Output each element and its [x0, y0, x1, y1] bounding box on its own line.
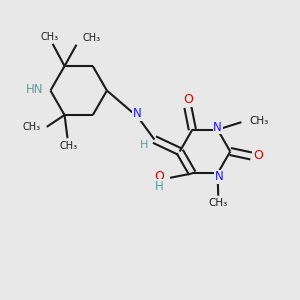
Text: CH₃: CH₃ [208, 198, 228, 208]
Text: O: O [154, 170, 164, 183]
Text: CH₃: CH₃ [250, 116, 269, 126]
Text: H: H [140, 140, 148, 150]
Text: O: O [183, 93, 193, 106]
Text: CH₃: CH₃ [83, 33, 101, 43]
Text: CH₃: CH₃ [22, 122, 40, 133]
Text: N: N [213, 121, 222, 134]
Text: CH₃: CH₃ [59, 141, 77, 151]
Text: N: N [215, 170, 224, 183]
Text: O: O [254, 149, 263, 162]
Text: HN: HN [26, 82, 43, 96]
Text: H: H [155, 180, 164, 193]
Text: CH₃: CH₃ [40, 32, 59, 42]
Text: N: N [133, 107, 142, 120]
